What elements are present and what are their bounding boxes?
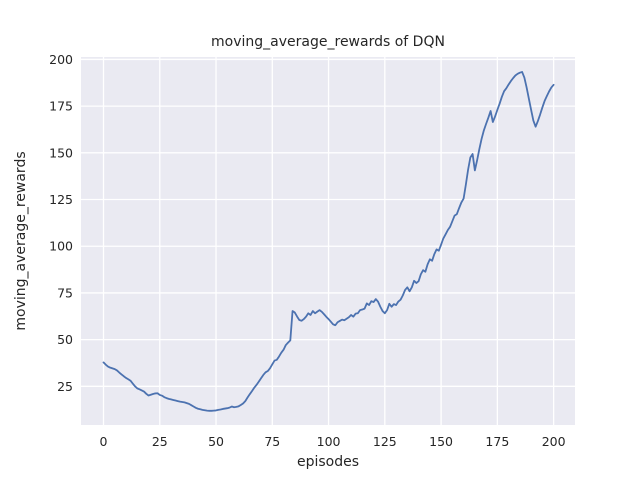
x-tick-label: 150 xyxy=(429,434,453,449)
x-tick-label: 50 xyxy=(208,434,224,449)
x-tick-label: 200 xyxy=(542,434,566,449)
y-tick-label: 150 xyxy=(49,145,73,160)
chart-title: moving_average_rewards of DQN xyxy=(211,34,445,50)
reward-series-line xyxy=(102,71,555,412)
x-tick-label: 25 xyxy=(152,434,168,449)
x-tick-label: 75 xyxy=(264,434,280,449)
x-tick-label: 100 xyxy=(317,434,341,449)
y-axis-label: moving_average_rewards xyxy=(13,151,29,330)
plot-layer: 0 25 50 75 100 125 150 175 200 25 50 75 100 125 150 175… xyxy=(49,52,575,449)
x-axis-label: episodes xyxy=(297,454,359,470)
y-tick-label: 25 xyxy=(57,379,73,394)
y-tick-label: 50 xyxy=(57,332,73,347)
x-tick-label: 175 xyxy=(485,434,509,449)
x-tick-label: 125 xyxy=(373,434,397,449)
x-tick-label: 0 xyxy=(100,434,108,449)
y-tick-label: 125 xyxy=(49,192,73,207)
y-tick-label: 100 xyxy=(49,239,73,254)
y-tick-label: 200 xyxy=(49,52,73,67)
y-tick-label: 75 xyxy=(57,285,73,300)
y-tick-label: 175 xyxy=(49,99,73,114)
